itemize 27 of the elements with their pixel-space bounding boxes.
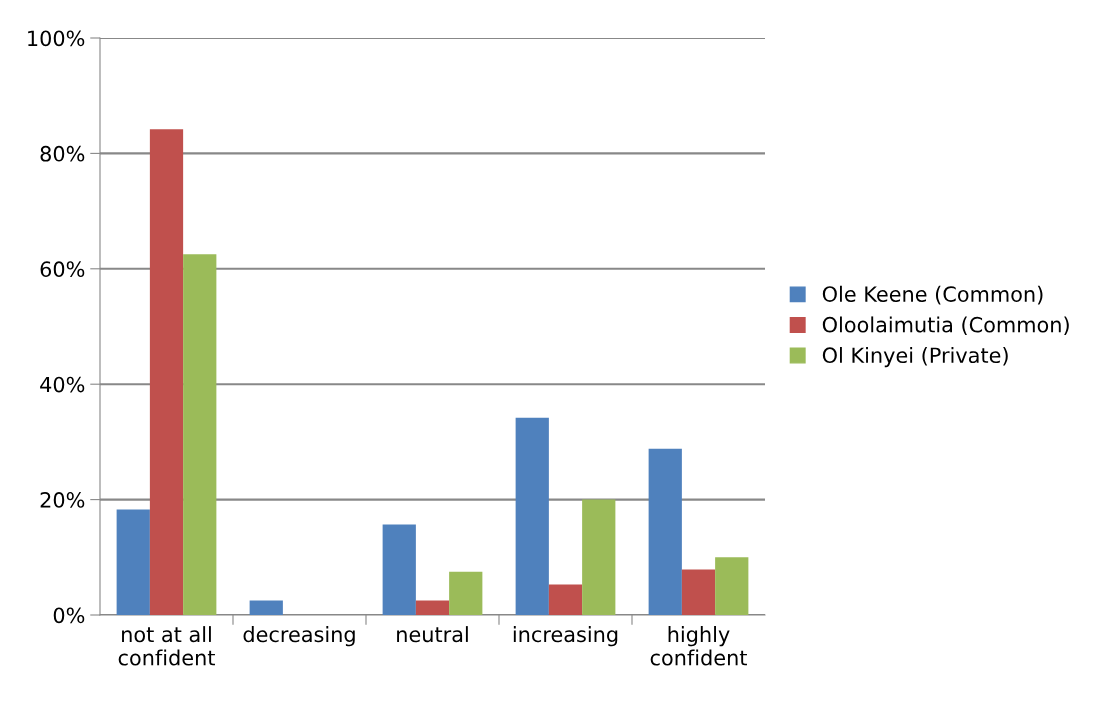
bar <box>183 254 217 615</box>
bar <box>548 584 583 615</box>
x-tick-label: highly confident <box>650 626 747 666</box>
bar <box>149 129 184 615</box>
bar <box>515 417 549 615</box>
bar <box>116 509 150 615</box>
bar <box>715 557 749 615</box>
bar <box>681 569 716 615</box>
legend-label: Ol Kinyei (Private) <box>822 347 1008 368</box>
legend-label: Oloolaimutia (Common) <box>822 316 1069 335</box>
bar <box>382 524 416 615</box>
y-tick-label: 80% <box>40 145 85 162</box>
x-tick-label: not at all confident <box>118 626 215 666</box>
bar <box>415 600 450 615</box>
bar <box>582 499 616 615</box>
bar <box>249 600 283 615</box>
x-tick-label: neutral <box>397 626 468 643</box>
x-tick-label: decreasing <box>243 626 355 647</box>
y-tick-label: 100% <box>28 30 85 47</box>
bar <box>648 448 682 615</box>
bar <box>449 571 483 615</box>
y-tick-label: 60% <box>40 261 85 278</box>
x-tick-label: increasing <box>513 626 618 647</box>
y-tick-label: 0% <box>53 607 85 624</box>
y-tick-label: 20% <box>40 492 85 508</box>
legend-label: Ole Keene (Common) <box>822 285 1043 305</box>
y-tick-label: 40% <box>40 376 85 393</box>
